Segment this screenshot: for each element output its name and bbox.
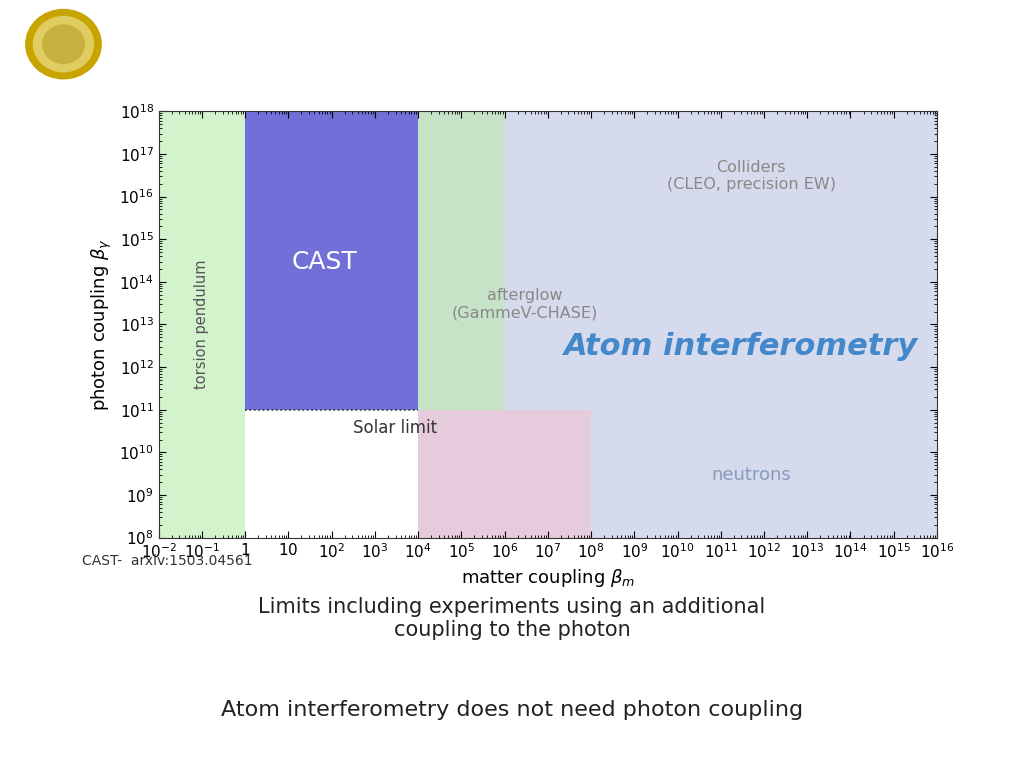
Ellipse shape — [33, 16, 94, 72]
Text: Atom interferometry does not need photon coupling: Atom interferometry does not need photon… — [221, 700, 803, 720]
Ellipse shape — [25, 9, 102, 79]
Text: Limits including experiments using an additional
coupling to the photon: Limits including experiments using an ad… — [258, 597, 766, 640]
Y-axis label: photon coupling $\beta_\gamma$: photon coupling $\beta_\gamma$ — [90, 238, 114, 411]
Ellipse shape — [42, 25, 85, 64]
Text: CAST: CAST — [292, 250, 357, 273]
Text: torsion pendulum: torsion pendulum — [195, 260, 210, 389]
Text: Colliders
(CLEO, precision EW): Colliders (CLEO, precision EW) — [667, 160, 836, 193]
Text: afterglow
(GammeV-CHASE): afterglow (GammeV-CHASE) — [453, 288, 598, 320]
Text: CAST-  arxiv:1503.04561: CAST- arxiv:1503.04561 — [82, 554, 253, 568]
Text: Photon coupling comparison: Photon coupling comparison — [108, 22, 867, 67]
Text: neutrons: neutrons — [711, 465, 791, 484]
Text: Atom interferometry: Atom interferometry — [564, 333, 919, 361]
Text: Solar limit: Solar limit — [353, 419, 437, 437]
X-axis label: matter coupling $\beta_m$: matter coupling $\beta_m$ — [461, 567, 635, 589]
